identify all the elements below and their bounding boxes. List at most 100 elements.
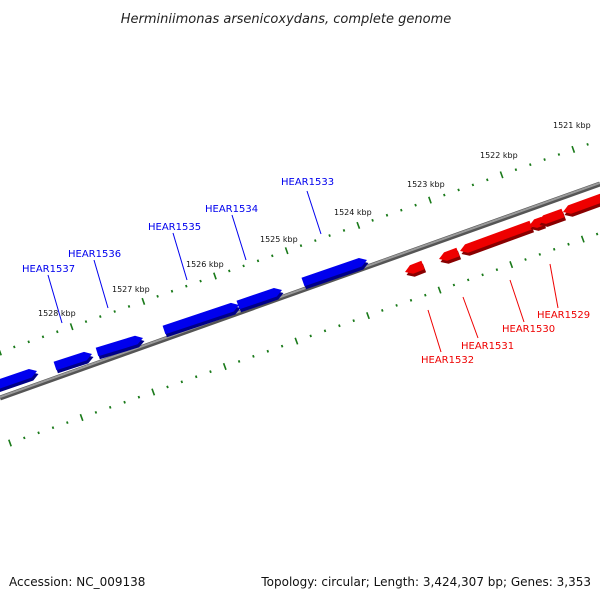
minor-tick <box>395 303 398 307</box>
major-tick <box>8 439 12 447</box>
minor-tick <box>595 232 599 236</box>
minor-tick <box>586 142 589 146</box>
minor-tick <box>66 421 69 425</box>
gene-label-hear1529[interactable]: HEAR1529 <box>537 310 590 321</box>
minor-tick <box>94 410 98 414</box>
gene-arrow-hear1535[interactable] <box>162 302 239 335</box>
inner-tick-track <box>8 232 599 447</box>
minor-tick <box>328 234 331 237</box>
minor-tick <box>552 247 556 251</box>
minor-tick <box>338 324 341 328</box>
minor-tick <box>180 380 184 384</box>
outer-tick-track <box>0 142 589 356</box>
genome-summary-text: Topology: circular; Length: 3,424,307 bp… <box>260 575 591 589</box>
minor-tick <box>266 349 270 353</box>
minor-tick <box>27 340 30 344</box>
minor-tick <box>194 375 198 379</box>
minor-tick <box>567 242 570 246</box>
major-tick <box>356 221 361 229</box>
minor-tick <box>56 330 59 334</box>
minor-tick <box>37 431 40 435</box>
minor-tick <box>271 254 274 258</box>
gene-arrow-hear1537[interactable] <box>53 351 92 371</box>
gene-arrow-hear1534[interactable] <box>236 288 283 310</box>
minor-tick <box>385 213 389 217</box>
minor-tick <box>13 345 16 349</box>
minor-tick <box>170 289 174 293</box>
gene-label-hear1537[interactable]: HEAR1537 <box>22 264 75 275</box>
minor-tick <box>237 360 241 363</box>
gene-label-hear1533[interactable]: HEAR1533 <box>281 177 334 188</box>
kbp-label: 1527 kbp <box>112 285 150 294</box>
major-tick <box>0 349 2 356</box>
gene-arrow-hear1538[interactable] <box>0 369 37 389</box>
major-tick <box>428 196 432 204</box>
minor-tick <box>113 310 116 313</box>
minor-tick <box>99 315 102 318</box>
minor-tick <box>514 168 518 172</box>
minor-tick <box>228 269 231 273</box>
minor-tick <box>409 298 413 302</box>
minor-tick <box>209 370 212 374</box>
gene-label-hear1531[interactable]: HEAR1531 <box>461 341 514 352</box>
minor-tick <box>137 395 141 399</box>
gene-arrow-hear1530[interactable] <box>538 208 565 224</box>
minor-tick <box>452 283 456 287</box>
minor-tick <box>299 244 303 248</box>
minor-tick <box>352 319 355 323</box>
minor-tick <box>471 183 475 187</box>
major-tick <box>284 247 289 255</box>
gene-label-hear1530[interactable]: HEAR1530 <box>502 324 555 335</box>
major-tick <box>366 312 370 320</box>
kbp-labels: 1521 kbp 1522 kbp 1523 kbp 1524 kbp 1525… <box>38 121 591 318</box>
major-tick <box>499 171 504 179</box>
minor-tick <box>524 258 527 261</box>
kbp-label: 1524 kbp <box>334 208 372 217</box>
gene-arrow-hear1531b[interactable] <box>439 247 460 261</box>
minor-tick <box>424 293 427 297</box>
minor-tick <box>256 259 260 263</box>
minor-tick <box>400 208 403 212</box>
gene-label-hear1535[interactable]: HEAR1535 <box>148 222 201 233</box>
minor-tick <box>252 354 255 358</box>
kbp-label: 1523 kbp <box>407 180 445 189</box>
gene-arrow-hear1529[interactable] <box>563 193 600 214</box>
gene-arrow-hear1533[interactable] <box>301 258 368 287</box>
major-tick <box>213 272 217 280</box>
minor-tick <box>108 405 112 409</box>
minor-tick <box>280 344 284 348</box>
minor-tick <box>84 320 88 324</box>
major-tick <box>79 413 84 422</box>
minor-tick <box>414 203 417 207</box>
minor-tick <box>309 334 312 338</box>
minor-tick <box>156 294 159 298</box>
minor-tick <box>127 305 131 308</box>
gene-label-hear1536[interactable]: HEAR1536 <box>68 249 121 260</box>
minor-tick <box>123 400 126 404</box>
minor-tick <box>381 309 384 312</box>
page-title: Herminiimonas arsenicoxydans, complete g… <box>121 12 451 27</box>
major-tick <box>294 337 299 345</box>
major-tick <box>580 235 585 243</box>
major-tick <box>509 261 514 269</box>
minor-tick <box>185 284 188 288</box>
minor-tick <box>41 335 45 339</box>
minor-tick <box>199 279 202 283</box>
minor-tick <box>51 426 55 430</box>
gene-label-hear1532[interactable]: HEAR1532 <box>421 355 474 366</box>
gene-label-hear1534[interactable]: HEAR1534 <box>205 204 258 215</box>
gene-arrow-hear1532[interactable] <box>405 260 425 274</box>
minor-tick <box>538 252 542 256</box>
backbone <box>0 181 600 401</box>
minor-tick <box>457 188 460 192</box>
major-tick <box>69 323 74 331</box>
major-tick <box>141 297 146 305</box>
gene-arrow-hear1531[interactable] <box>460 220 533 253</box>
minor-tick <box>242 264 245 268</box>
minor-tick <box>557 153 561 156</box>
minor-tick <box>23 436 26 440</box>
major-tick <box>222 362 227 371</box>
gene-arrow-hear1536[interactable] <box>95 335 143 357</box>
minor-tick <box>543 158 546 161</box>
